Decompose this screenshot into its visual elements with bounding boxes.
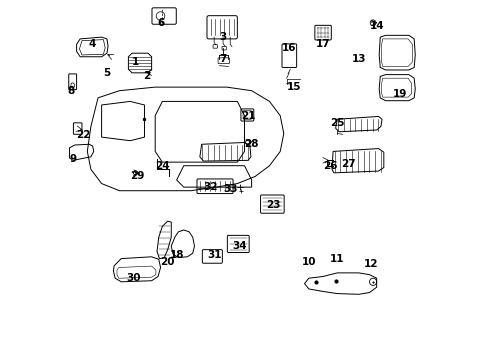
Text: 4: 4 (89, 39, 96, 49)
Text: 20: 20 (160, 257, 175, 267)
Text: 16: 16 (281, 43, 296, 53)
Text: 24: 24 (155, 161, 169, 171)
Text: 13: 13 (351, 54, 366, 64)
Text: 29: 29 (130, 171, 144, 181)
Text: 23: 23 (265, 200, 280, 210)
Text: 21: 21 (240, 111, 255, 121)
Text: 18: 18 (169, 250, 183, 260)
Text: 25: 25 (329, 118, 344, 128)
Text: 10: 10 (301, 257, 315, 267)
Text: 26: 26 (322, 161, 337, 171)
Text: 33: 33 (223, 184, 237, 194)
Text: 5: 5 (103, 68, 110, 78)
Text: 22: 22 (76, 130, 90, 140)
Text: 27: 27 (340, 159, 355, 169)
Text: 34: 34 (231, 241, 246, 251)
Text: 30: 30 (126, 273, 141, 283)
Text: 28: 28 (244, 139, 258, 149)
Text: 9: 9 (69, 154, 77, 163)
Text: 32: 32 (203, 182, 217, 192)
Text: 2: 2 (142, 71, 150, 81)
Text: 3: 3 (219, 32, 226, 42)
Text: 7: 7 (219, 54, 226, 64)
Text: 6: 6 (157, 18, 164, 28)
Text: 17: 17 (315, 39, 330, 49)
Text: 12: 12 (364, 259, 378, 269)
Text: 8: 8 (67, 86, 75, 96)
Text: 1: 1 (132, 57, 139, 67)
Text: 31: 31 (206, 250, 221, 260)
Text: 14: 14 (368, 21, 383, 31)
Text: 19: 19 (392, 89, 406, 99)
Text: 15: 15 (286, 82, 301, 92)
Text: 11: 11 (329, 253, 344, 264)
